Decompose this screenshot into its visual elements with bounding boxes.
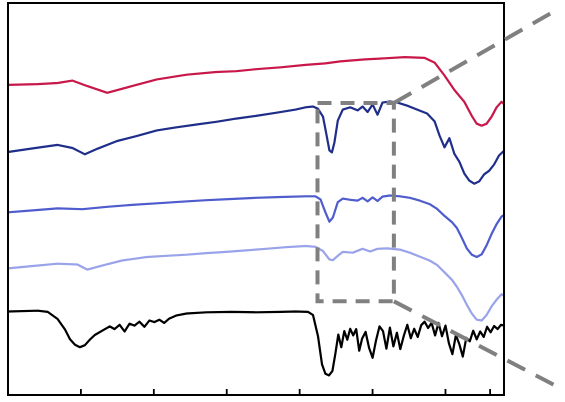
plot-frame bbox=[7, 2, 505, 396]
series-line-5 bbox=[6, 309, 506, 377]
x-axis-ticks bbox=[7, 389, 492, 395]
series-line-3 bbox=[6, 194, 506, 259]
series-line-2 bbox=[6, 100, 506, 185]
series-line-1 bbox=[6, 56, 506, 127]
zoom-connector-bottom bbox=[392, 299, 561, 390]
spectra-traces bbox=[6, 56, 506, 377]
zoom-connector-top bbox=[392, 6, 561, 105]
highlight-box bbox=[315, 100, 396, 304]
series-line-4 bbox=[6, 244, 506, 322]
